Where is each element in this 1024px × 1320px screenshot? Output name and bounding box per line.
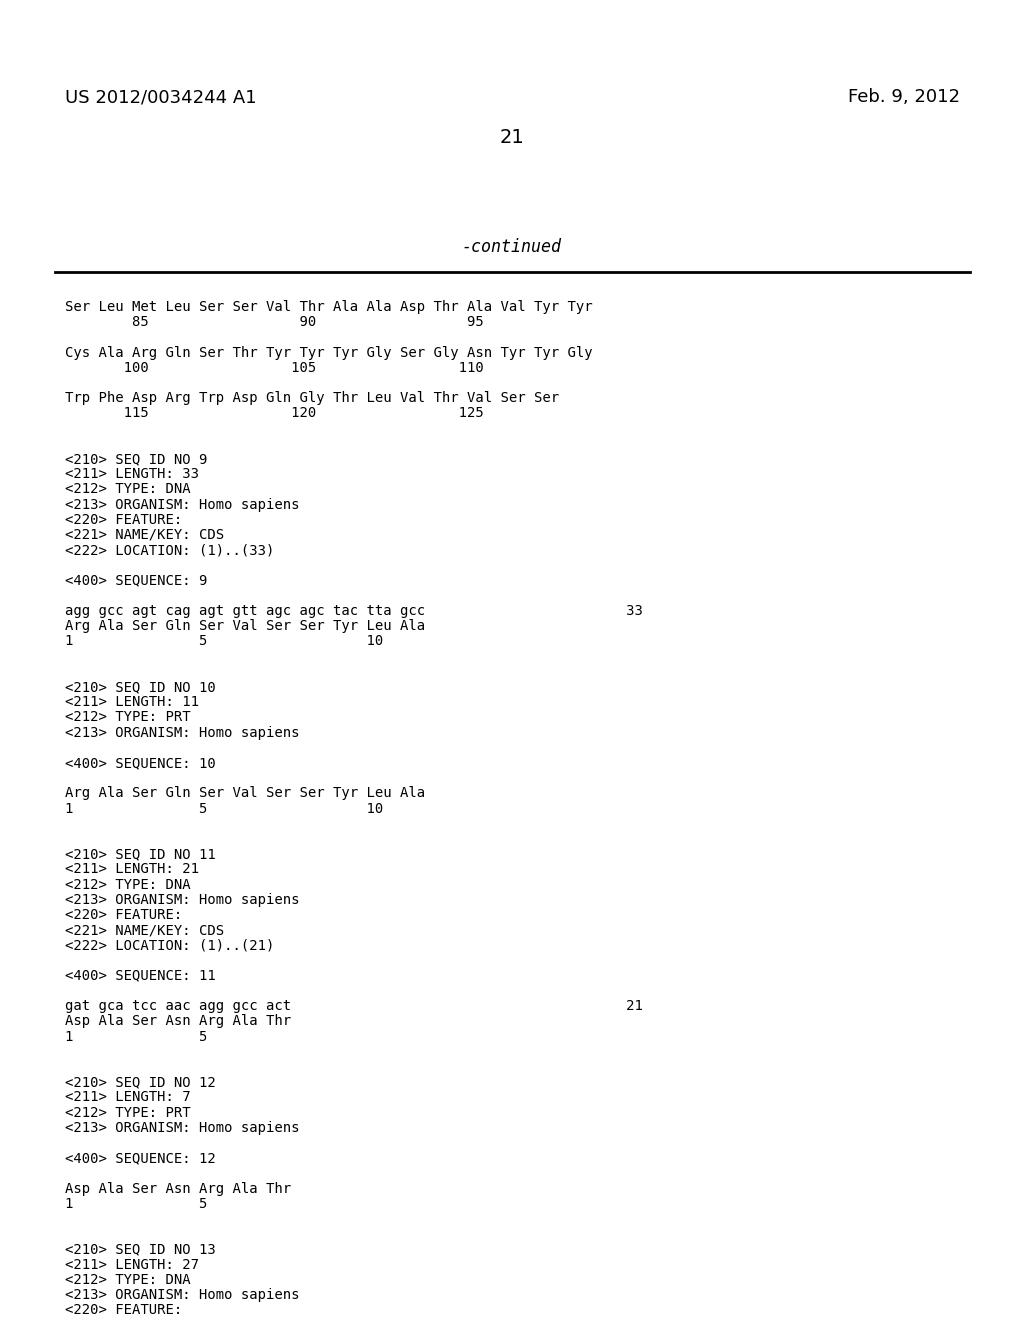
Text: <211> LENGTH: 11: <211> LENGTH: 11	[65, 696, 199, 709]
Text: Trp Phe Asp Arg Trp Asp Gln Gly Thr Leu Val Thr Val Ser Ser: Trp Phe Asp Arg Trp Asp Gln Gly Thr Leu …	[65, 391, 559, 405]
Text: <213> ORGANISM: Homo sapiens: <213> ORGANISM: Homo sapiens	[65, 498, 299, 512]
Text: <212> TYPE: DNA: <212> TYPE: DNA	[65, 1272, 190, 1287]
Text: <211> LENGTH: 27: <211> LENGTH: 27	[65, 1258, 199, 1271]
Text: US 2012/0034244 A1: US 2012/0034244 A1	[65, 88, 257, 106]
Text: agg gcc agt cag agt gtt agc agc tac tta gcc                        33: agg gcc agt cag agt gtt agc agc tac tta …	[65, 605, 643, 618]
Text: <210> SEQ ID NO 9: <210> SEQ ID NO 9	[65, 451, 208, 466]
Text: 1               5                   10: 1 5 10	[65, 635, 383, 648]
Text: <221> NAME/KEY: CDS: <221> NAME/KEY: CDS	[65, 923, 224, 937]
Text: <212> TYPE: PRT: <212> TYPE: PRT	[65, 710, 190, 725]
Text: Ser Leu Met Leu Ser Ser Val Thr Ala Ala Asp Thr Ala Val Tyr Tyr: Ser Leu Met Leu Ser Ser Val Thr Ala Ala …	[65, 300, 593, 314]
Text: <210> SEQ ID NO 13: <210> SEQ ID NO 13	[65, 1242, 216, 1257]
Text: <211> LENGTH: 7: <211> LENGTH: 7	[65, 1090, 190, 1105]
Text: <400> SEQUENCE: 10: <400> SEQUENCE: 10	[65, 756, 216, 770]
Text: Asp Ala Ser Asn Arg Ala Thr: Asp Ala Ser Asn Arg Ala Thr	[65, 1181, 291, 1196]
Text: 21: 21	[500, 128, 524, 147]
Text: <213> ORGANISM: Homo sapiens: <213> ORGANISM: Homo sapiens	[65, 892, 299, 907]
Text: Arg Ala Ser Gln Ser Val Ser Ser Tyr Leu Ala: Arg Ala Ser Gln Ser Val Ser Ser Tyr Leu …	[65, 619, 425, 634]
Text: <220> FEATURE:: <220> FEATURE:	[65, 512, 182, 527]
Text: <221> NAME/KEY: CDS: <221> NAME/KEY: CDS	[65, 1319, 224, 1320]
Text: <210> SEQ ID NO 11: <210> SEQ ID NO 11	[65, 847, 216, 861]
Text: Cys Ala Arg Gln Ser Thr Tyr Tyr Tyr Gly Ser Gly Asn Tyr Tyr Gly: Cys Ala Arg Gln Ser Thr Tyr Tyr Tyr Gly …	[65, 346, 593, 359]
Text: <400> SEQUENCE: 12: <400> SEQUENCE: 12	[65, 1151, 216, 1166]
Text: 115                 120                 125: 115 120 125	[65, 407, 483, 420]
Text: Asp Ala Ser Asn Arg Ala Thr: Asp Ala Ser Asn Arg Ala Thr	[65, 1014, 291, 1028]
Text: <212> TYPE: DNA: <212> TYPE: DNA	[65, 878, 190, 891]
Text: <220> FEATURE:: <220> FEATURE:	[65, 1303, 182, 1317]
Text: <400> SEQUENCE: 11: <400> SEQUENCE: 11	[65, 969, 216, 983]
Text: 1               5: 1 5	[65, 1197, 208, 1210]
Text: <211> LENGTH: 21: <211> LENGTH: 21	[65, 862, 199, 876]
Text: <222> LOCATION: (1)..(33): <222> LOCATION: (1)..(33)	[65, 544, 274, 557]
Text: <210> SEQ ID NO 10: <210> SEQ ID NO 10	[65, 680, 216, 694]
Text: <400> SEQUENCE: 9: <400> SEQUENCE: 9	[65, 574, 208, 587]
Text: <210> SEQ ID NO 12: <210> SEQ ID NO 12	[65, 1076, 216, 1089]
Text: <213> ORGANISM: Homo sapiens: <213> ORGANISM: Homo sapiens	[65, 726, 299, 739]
Text: gat gca tcc aac agg gcc act                                        21: gat gca tcc aac agg gcc act 21	[65, 999, 643, 1014]
Text: 85                  90                  95: 85 90 95	[65, 315, 483, 329]
Text: <213> ORGANISM: Homo sapiens: <213> ORGANISM: Homo sapiens	[65, 1288, 299, 1302]
Text: 1               5: 1 5	[65, 1030, 208, 1044]
Text: <213> ORGANISM: Homo sapiens: <213> ORGANISM: Homo sapiens	[65, 1121, 299, 1135]
Text: <221> NAME/KEY: CDS: <221> NAME/KEY: CDS	[65, 528, 224, 543]
Text: Arg Ala Ser Gln Ser Val Ser Ser Tyr Leu Ala: Arg Ala Ser Gln Ser Val Ser Ser Tyr Leu …	[65, 787, 425, 800]
Text: <222> LOCATION: (1)..(21): <222> LOCATION: (1)..(21)	[65, 939, 274, 953]
Text: 100                 105                 110: 100 105 110	[65, 360, 483, 375]
Text: <212> TYPE: DNA: <212> TYPE: DNA	[65, 482, 190, 496]
Text: <212> TYPE: PRT: <212> TYPE: PRT	[65, 1106, 190, 1119]
Text: <211> LENGTH: 33: <211> LENGTH: 33	[65, 467, 199, 482]
Text: <220> FEATURE:: <220> FEATURE:	[65, 908, 182, 921]
Text: -continued: -continued	[462, 238, 562, 256]
Text: 1               5                   10: 1 5 10	[65, 801, 383, 816]
Text: Feb. 9, 2012: Feb. 9, 2012	[848, 88, 961, 106]
